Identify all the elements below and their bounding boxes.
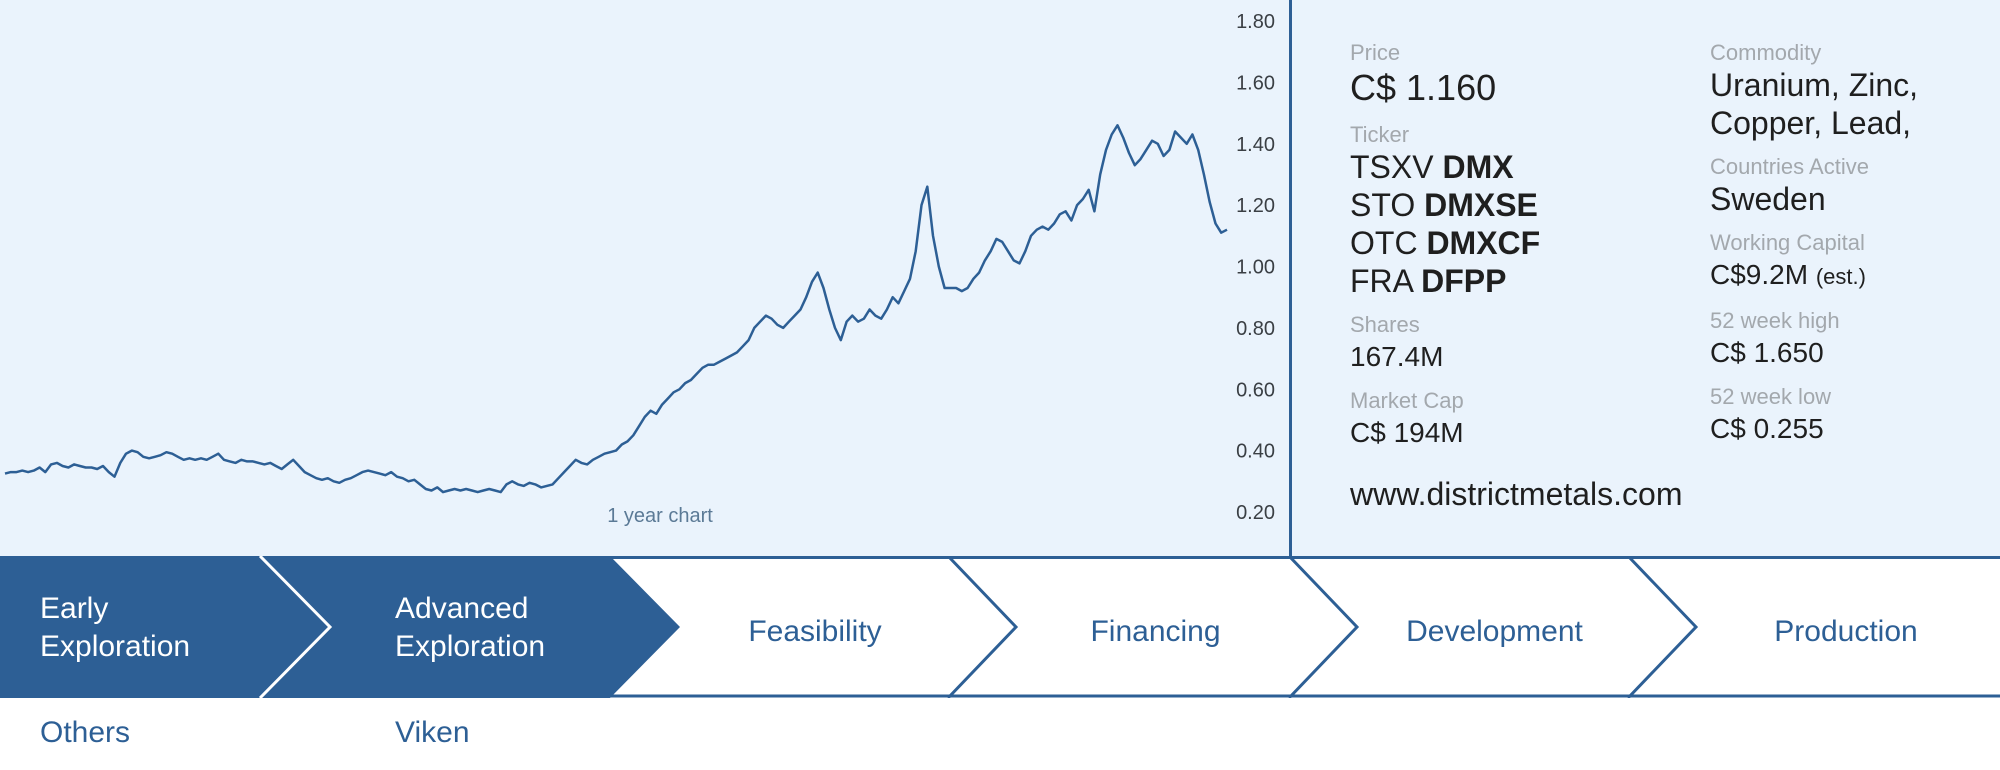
market-cap-value: C$ 194M bbox=[1350, 417, 1464, 448]
shares-value: 167.4M bbox=[1350, 341, 1444, 372]
y-tick-label: 0.60 bbox=[1236, 379, 1275, 401]
stage-feasibility: Feasibility bbox=[748, 615, 882, 648]
price-line bbox=[4, 124, 1228, 494]
info-column-left: Price C$ 1.160 Ticker TSXV DMX STO DMXSE… bbox=[1350, 40, 1680, 464]
chart-caption: 1 year chart bbox=[607, 505, 713, 527]
ticker-sto: STO DMXSE bbox=[1350, 187, 1538, 223]
stage-chevron-advanced-exploration bbox=[260, 556, 680, 698]
market-cap-label: Market Cap bbox=[1350, 388, 1464, 413]
stage-divider-financing bbox=[1287, 556, 1360, 698]
high-label: 52 week high bbox=[1710, 308, 1840, 333]
stage-production: Production bbox=[1774, 615, 1918, 648]
stage-early-exploration: Early Exploration bbox=[40, 592, 191, 663]
shares-label: Shares bbox=[1350, 312, 1420, 337]
price-value: C$ 1.160 bbox=[1350, 67, 1497, 108]
website-link[interactable]: www.districtmetals.com bbox=[1350, 476, 1683, 512]
low-label: 52 week low bbox=[1710, 384, 1832, 409]
low-value: C$ 0.255 bbox=[1710, 413, 1824, 444]
high-value: C$ 1.650 bbox=[1710, 337, 1824, 368]
stock-info-panel: Price C$ 1.160 Ticker TSXV DMX STO DMXSE… bbox=[1292, 0, 2000, 556]
stage-development: Development bbox=[1406, 615, 1583, 648]
y-tick-label: 1.00 bbox=[1236, 257, 1275, 279]
y-tick-label: 1.40 bbox=[1236, 134, 1275, 156]
countries-label: Countries Active bbox=[1710, 154, 1869, 179]
price-chart-panel: 1.80 1.60 1.40 1.20 1.00 0.80 0.60 0.40 0.20 1 y… bbox=[0, 0, 1289, 556]
commodity-value-line2: Copper, Lead, bbox=[1710, 105, 1912, 141]
stage-chevron-early-exploration bbox=[0, 556, 330, 698]
ticker-fra: FRA DFPP bbox=[1350, 263, 1507, 299]
stage-financing: Financing bbox=[1090, 615, 1221, 648]
info-column-right: Commodity Uranium, Zinc, Copper, Lead, C… bbox=[1710, 40, 1995, 460]
ticker-tsxv: TSXV DMX bbox=[1350, 149, 1514, 185]
y-tick-label: 0.20 bbox=[1236, 502, 1275, 524]
price-chart: 1.80 1.60 1.40 1.20 1.00 0.80 0.60 0.40 0.20 1 y… bbox=[4, 11, 1275, 527]
project-label-others: Others bbox=[40, 716, 131, 749]
working-capital-value: C$9.2M (est.) bbox=[1710, 259, 1866, 290]
panel-divider bbox=[1289, 0, 1292, 556]
stage-chevron-bar bbox=[0, 556, 2000, 698]
y-tick-label: 0.40 bbox=[1236, 441, 1275, 463]
y-tick-label: 1.60 bbox=[1236, 72, 1275, 94]
ticker-otc: OTC DMXCF bbox=[1350, 225, 1541, 261]
stage-advanced-exploration: Advanced Exploration bbox=[395, 592, 546, 663]
stage-divider-development bbox=[1626, 556, 1699, 698]
y-tick-label: 0.80 bbox=[1236, 318, 1275, 340]
stage-divider-feasibility bbox=[946, 556, 1019, 698]
commodity-value-line1: Uranium, Zinc, bbox=[1710, 67, 1919, 103]
y-tick-label: 1.20 bbox=[1236, 195, 1275, 217]
commodity-label: Commodity bbox=[1710, 40, 1822, 65]
working-capital-note: (est.) bbox=[1815, 264, 1866, 289]
working-capital-label: Working Capital bbox=[1710, 230, 1865, 255]
price-label: Price bbox=[1350, 40, 1401, 65]
ticker-label: Ticker bbox=[1350, 122, 1410, 147]
countries-value: Sweden bbox=[1710, 181, 1826, 217]
y-tick-label: 1.80 bbox=[1236, 11, 1275, 33]
project-label-viken: Viken bbox=[395, 716, 470, 749]
